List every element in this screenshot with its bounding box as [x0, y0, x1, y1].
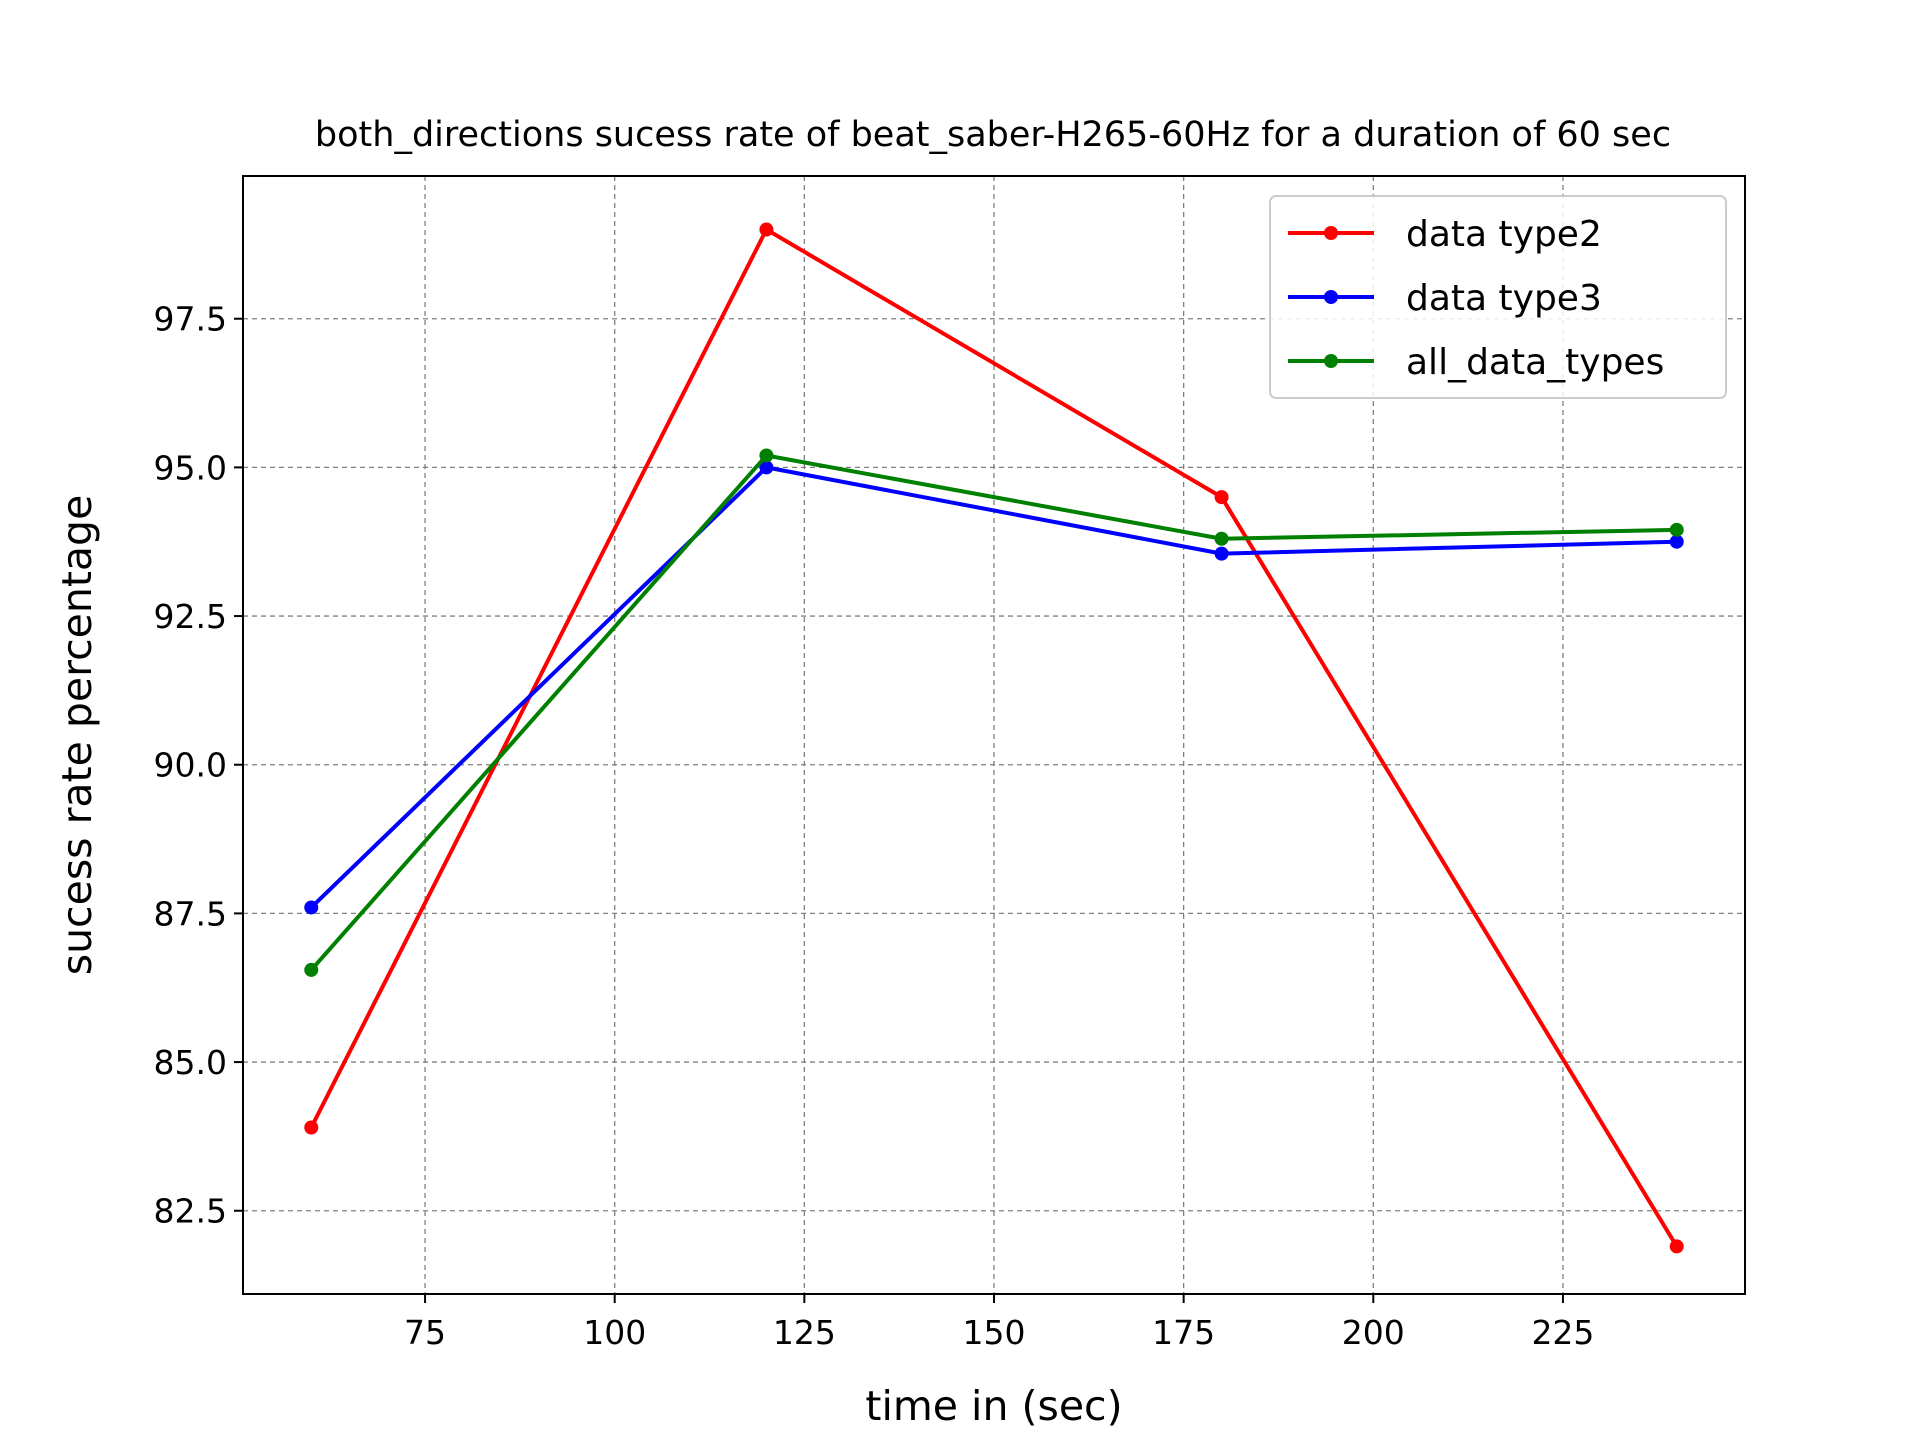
- series-line-1: [309, 227, 1679, 1248]
- data-point: [759, 460, 774, 475]
- series-line-3: [309, 453, 1677, 972]
- legend-box: [1269, 195, 1727, 399]
- legend-label: data type2: [1406, 214, 1602, 255]
- x-tick-label: 125: [773, 1313, 836, 1352]
- legend-label: all_data_types: [1406, 342, 1664, 383]
- legend-marker: [1324, 290, 1338, 304]
- x-axis-ticks: 75 100 125 150 175 200 225: [404, 1294, 1594, 1352]
- data-point: [1214, 546, 1229, 561]
- x-tick-label: 75: [404, 1313, 446, 1352]
- data-point: [304, 900, 319, 915]
- legend-marker: [1324, 226, 1338, 240]
- data-point: [1669, 1239, 1684, 1254]
- data-point: [1214, 490, 1229, 505]
- x-tick-label: 200: [1342, 1313, 1405, 1352]
- legend: data type2 data type3 all_data_types: [1269, 195, 1727, 399]
- y-tick-label: 97.5: [154, 300, 227, 339]
- data-point: [759, 448, 774, 463]
- grid-lines: [243, 176, 1745, 1294]
- series-line-2: [309, 465, 1677, 909]
- y-tick-label: 85.0: [154, 1043, 227, 1082]
- y-axis-label: sucess rate percentage: [53, 495, 101, 976]
- series-lines: [304, 222, 1684, 1254]
- y-tick-label: 87.5: [154, 894, 227, 933]
- y-tick-label: 92.5: [154, 597, 227, 636]
- data-point: [304, 962, 319, 977]
- y-axis-ticks: 82.5 85.0 87.5 90.0 92.5 95.0 97.5: [154, 300, 243, 1231]
- x-axis-label: time in (sec): [865, 1382, 1122, 1430]
- x-tick-label: 225: [1531, 1313, 1594, 1352]
- data-point: [759, 222, 774, 237]
- y-tick-label: 95.0: [154, 448, 227, 487]
- x-tick-label: 175: [1152, 1313, 1215, 1352]
- x-tick-label: 100: [583, 1313, 646, 1352]
- legend-label: data type3: [1406, 278, 1602, 319]
- y-tick-label: 90.0: [154, 746, 227, 785]
- data-point: [1214, 531, 1229, 546]
- legend-marker: [1324, 354, 1338, 368]
- x-tick-label: 150: [963, 1313, 1026, 1352]
- y-tick-label: 82.5: [154, 1192, 227, 1231]
- data-point: [1669, 534, 1684, 549]
- data-point: [1669, 522, 1684, 537]
- chart-title: both_directions sucess rate of beat_sabe…: [315, 115, 1671, 155]
- data-point: [304, 1120, 319, 1135]
